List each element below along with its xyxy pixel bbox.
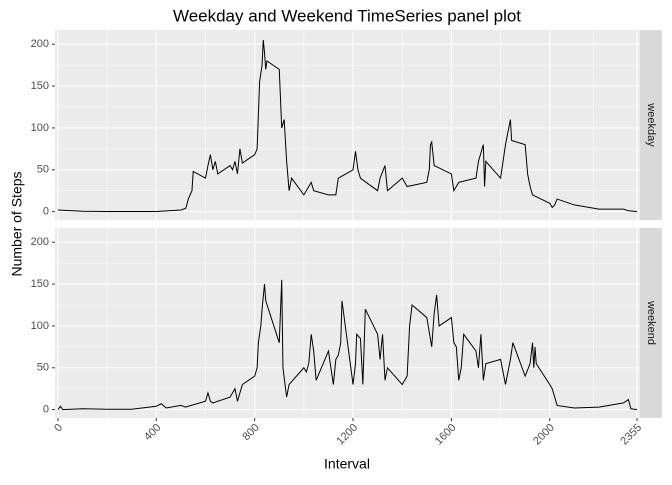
- panel-background: [55, 228, 640, 418]
- data-line: [57, 279, 638, 411]
- x-tick-label: 400: [142, 422, 163, 443]
- x-tick-label: 1200: [334, 422, 360, 448]
- x-axis-label: Interval: [324, 456, 370, 472]
- panel-background: [55, 30, 640, 220]
- strip-background: [640, 30, 662, 220]
- chart-title: Weekday and Weekend TimeSeries panel plo…: [173, 6, 521, 25]
- y-axis-label: Number of Steps: [9, 171, 25, 276]
- strip-background: [640, 228, 662, 418]
- y-tick-label: 100: [31, 320, 49, 332]
- y-tick-label: 100: [31, 122, 49, 134]
- y-tick-label: 0: [43, 206, 49, 218]
- y-tick-label: 0: [43, 404, 49, 416]
- x-tick-label: 0: [52, 422, 65, 435]
- y-tick-label: 150: [31, 278, 49, 290]
- strip-label: weekend: [645, 300, 657, 345]
- y-tick-label: 50: [37, 362, 49, 374]
- y-tick-label: 50: [37, 164, 49, 176]
- y-tick-label: 200: [31, 38, 49, 50]
- y-tick-label: 150: [31, 80, 49, 92]
- x-tick-label: 2000: [531, 422, 557, 448]
- x-tick-label: 2355: [618, 422, 644, 448]
- strip-label: weekday: [645, 102, 657, 147]
- x-tick-label: 800: [240, 422, 261, 443]
- x-tick-label: 1600: [433, 422, 459, 448]
- y-tick-label: 200: [31, 236, 49, 248]
- data-line: [57, 39, 638, 213]
